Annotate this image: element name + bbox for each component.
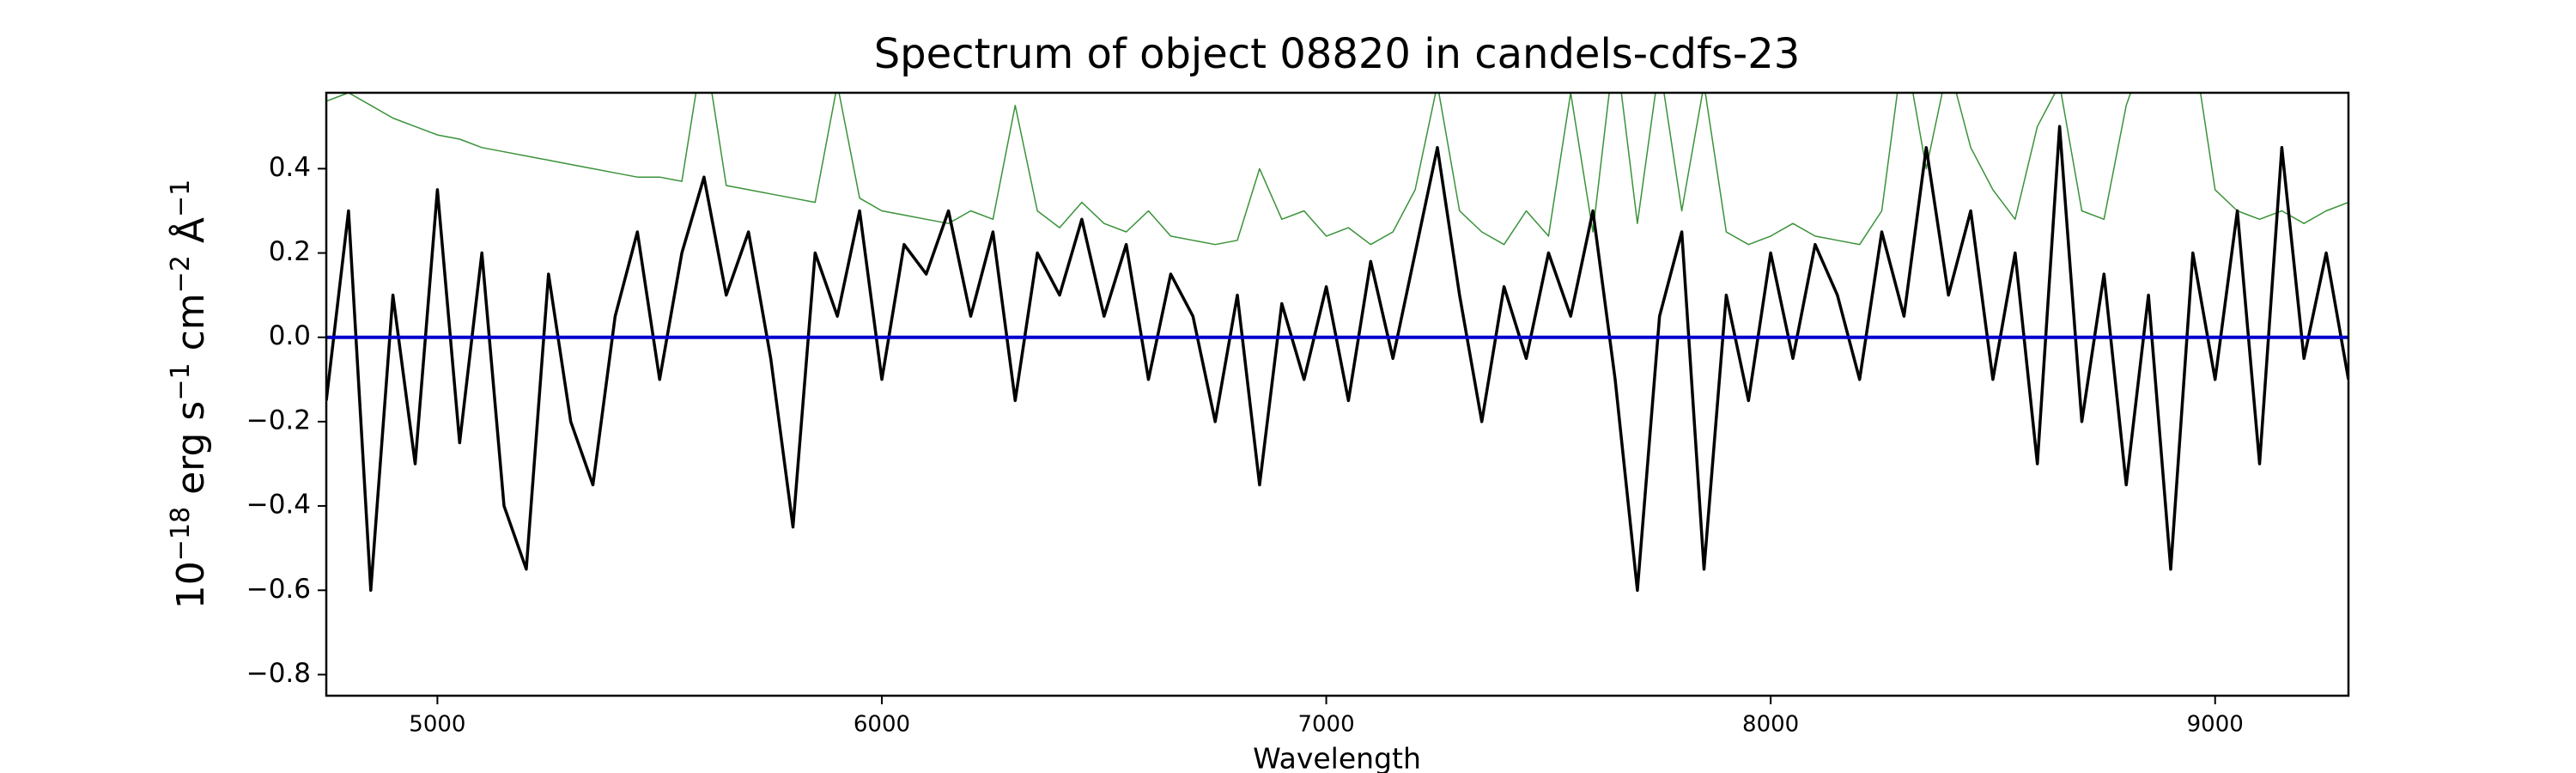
- y-tick-label: −0.6: [246, 574, 311, 605]
- y-label-text: cm: [169, 293, 213, 362]
- y-tick-label: −0.8: [246, 658, 311, 689]
- series-line: [326, 93, 2348, 246]
- y-label-superscript: −1: [166, 180, 196, 217]
- y-label-superscript: −18: [166, 507, 196, 561]
- y-tick-label: 0.2: [269, 236, 311, 267]
- y-tick-label: −0.2: [246, 405, 311, 435]
- y-label-text: Å: [167, 217, 213, 255]
- y-tick-label: −0.4: [246, 490, 311, 520]
- chart-title: Spectrum of object 08820 in candels-cdfs…: [874, 30, 1801, 78]
- x-axis-label: Wavelength: [1253, 742, 1421, 773]
- y-label-text: erg s: [169, 401, 213, 507]
- y-label-text: 10: [169, 561, 213, 609]
- y-label-superscript: −2: [166, 255, 196, 293]
- y-tick-label: 0.4: [269, 152, 311, 183]
- x-tick-label: 7000: [1297, 712, 1354, 738]
- x-tick-label: 9000: [2187, 712, 2244, 738]
- series-line: [326, 125, 2348, 593]
- x-tick-label: 8000: [1742, 712, 1799, 738]
- y-label-superscript: −1: [166, 362, 196, 400]
- y-tick-label: 0.0: [269, 320, 311, 351]
- x-tick-label: 5000: [409, 712, 465, 738]
- plot-frame: [325, 91, 2350, 697]
- y-axis-label: 10−18 erg s−1 cm−2 Å−1: [166, 180, 213, 609]
- plot-lines: [326, 93, 2348, 593]
- x-tick-label: 6000: [854, 712, 910, 738]
